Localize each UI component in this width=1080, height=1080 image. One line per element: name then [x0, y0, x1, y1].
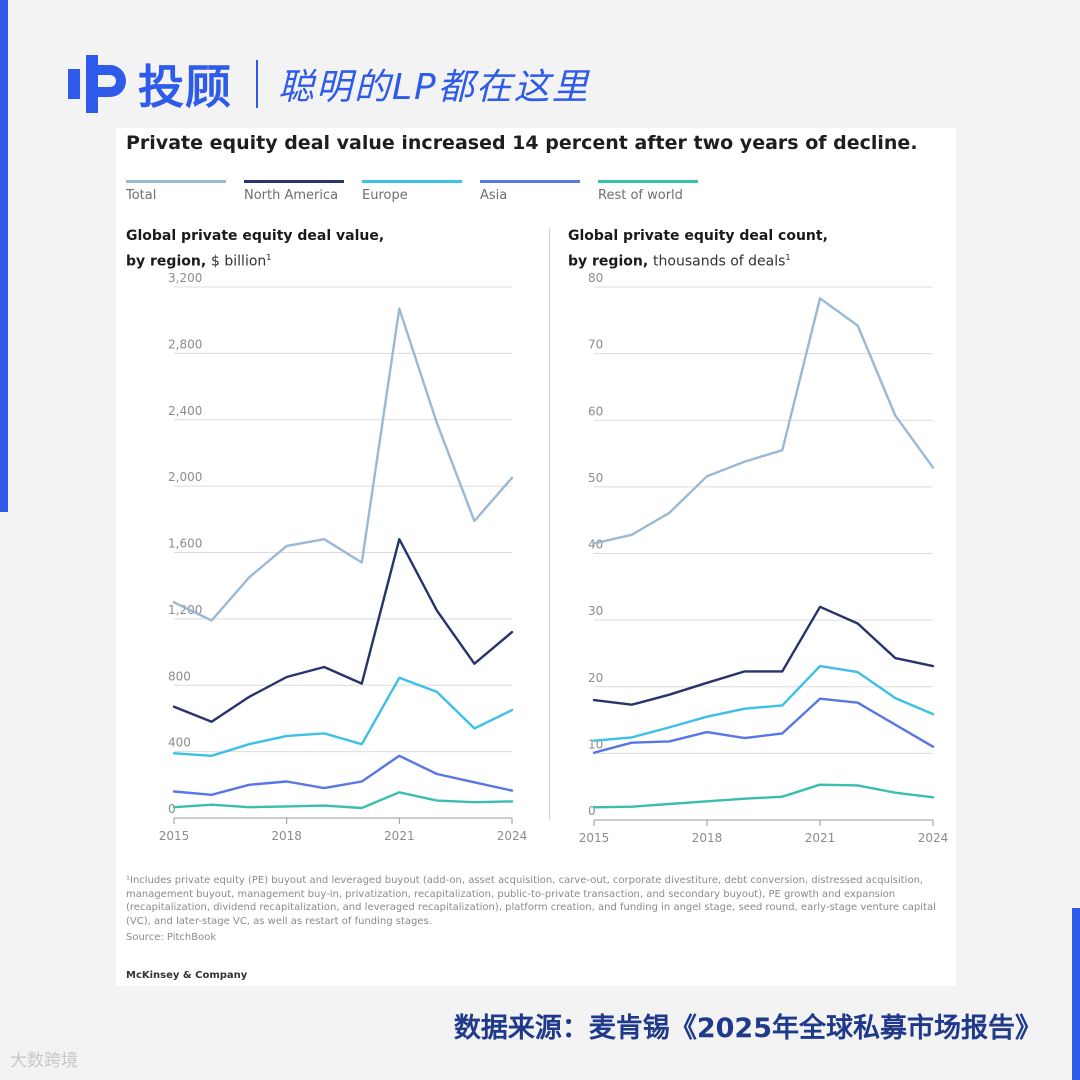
count-chart-series-line-rest-of-world [592, 783, 935, 809]
value-chart-x-tick-label: 2021 [384, 829, 415, 843]
chart-card: Private equity deal value increased 14 p… [116, 128, 956, 986]
count-chart-series-line-north-america [592, 605, 935, 706]
value-chart-x-tick-label: 2024 [497, 829, 528, 843]
count-chart-y-tick-label: 50 [588, 471, 603, 485]
value-chart-y-tick-label: 2,000 [168, 470, 202, 484]
value-chart-y-tick-label: 1,600 [168, 537, 202, 551]
footnote: ¹Includes private equity (PE) buyout and… [126, 875, 936, 927]
legend-swatch-total [126, 180, 226, 183]
source-text: Source: PitchBook [126, 932, 217, 943]
watermark: 大数跨境 [10, 1051, 78, 1071]
value-chart-title: Global private equity deal value, by reg… [126, 226, 384, 273]
brand-separator [256, 60, 258, 108]
count-chart-title-line1: Global private equity deal count, [568, 228, 828, 244]
count-chart-y-tick-label: 40 [588, 538, 603, 552]
legend-label-asia: Asia [480, 188, 508, 203]
panel-divider [549, 228, 550, 820]
count-chart-series-line-asia [592, 697, 935, 754]
value-chart-y-tick-label: 3,200 [168, 271, 202, 285]
left-accent-bar [0, 0, 8, 512]
legend-item-north-america: North America [244, 180, 344, 203]
count-chart-y-tick-label: 30 [588, 604, 603, 618]
count-chart-x-tick-label: 2015 [579, 831, 610, 845]
brand-name: 投顾 [138, 60, 232, 114]
right-accent-bar [1072, 908, 1080, 1080]
legend-label-europe: Europe [362, 188, 408, 203]
count-chart-series-line-europe [592, 664, 935, 742]
value-chart-y-tick-label: 1,200 [168, 603, 202, 617]
value-chart-series-line-total [172, 307, 514, 622]
count-chart-y-tick-label: 70 [588, 338, 603, 352]
value-line-chart: 0 400 800 1,200 1,600 2,000 2,400 2,800 3,200 201… [159, 271, 528, 843]
value-chart-x-tick-label: 2018 [271, 829, 302, 843]
legend-swatch-rest-of-world [598, 180, 698, 183]
legend-swatch-asia [480, 180, 580, 183]
value-chart-series-line-asia [172, 754, 514, 796]
value-chart-y-tick-label: 2,400 [168, 404, 202, 418]
count-chart-x-tick-label: 2024 [918, 831, 949, 845]
value-chart-unit: $ billion [211, 253, 267, 270]
count-chart-title-line2: by region, [568, 253, 649, 270]
count-chart-y-tick-label: 20 [588, 671, 603, 685]
legend-label-north-america: North America [244, 188, 339, 203]
count-chart-y-tick-label: 60 [588, 404, 603, 418]
value-chart-y-tick-label: 0 [168, 802, 176, 816]
legend-label-rest-of-world: Rest of world [598, 188, 683, 203]
value-chart-footnote-marker: 1 [266, 253, 272, 262]
legend-swatch-north-america [244, 180, 344, 183]
data-source-caption: 数据来源：麦肯锡《2025年全球私募市场报告》 [453, 1013, 1042, 1044]
count-chart-series-line-total [592, 297, 935, 545]
card-title: Private equity deal value increased 14 p… [126, 132, 918, 154]
value-chart-y-tick-label: 400 [168, 736, 191, 750]
value-chart-x-tick-label: 2015 [159, 829, 190, 843]
legend-label-total: Total [126, 188, 157, 203]
value-chart-series-line-north-america [172, 538, 514, 723]
legend-item-rest-of-world: Rest of world [598, 180, 698, 203]
count-chart-x-tick-label: 2021 [805, 831, 836, 845]
value-chart-series-line-europe [172, 676, 514, 757]
count-chart-title: Global private equity deal count, by reg… [568, 226, 828, 273]
brand-slogan: 聪明的LP都在这里 [278, 67, 590, 108]
value-chart-y-tick-label: 800 [168, 669, 191, 683]
company-name: McKinsey & Company [126, 970, 248, 981]
value-chart-title-line2: by region, [126, 253, 207, 270]
count-chart-y-tick-label: 80 [588, 271, 603, 285]
legend-item-total: Total [126, 180, 226, 203]
count-chart-footnote-marker: 1 [785, 253, 791, 262]
brand-logo-icon [68, 55, 126, 113]
count-chart-unit: thousands of deals [653, 253, 786, 270]
value-chart-y-tick-label: 2,800 [168, 337, 202, 351]
count-chart-x-tick-label: 2018 [692, 831, 723, 845]
count-chart-y-tick-label: 0 [588, 804, 596, 818]
brand-header: 投顾 聪明的LP都在这里 [64, 52, 590, 116]
legend-swatch-europe [362, 180, 462, 183]
legend-item-asia: Asia [480, 180, 580, 203]
legend-item-europe: Europe [362, 180, 462, 203]
value-chart-series-line-rest-of-world [172, 791, 514, 810]
value-chart-title-line1: Global private equity deal value, [126, 228, 385, 244]
